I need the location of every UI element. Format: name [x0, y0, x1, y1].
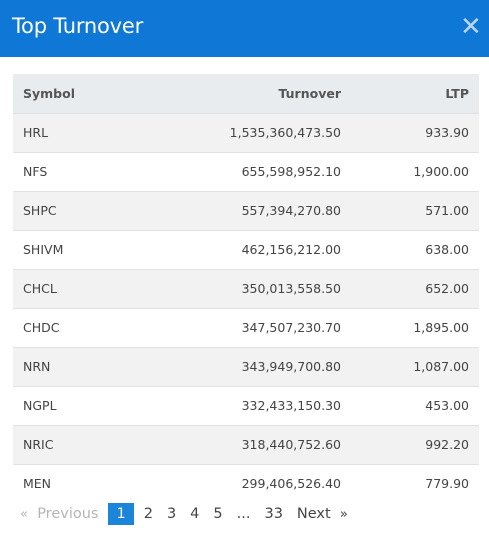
page-button-2[interactable]: 2 — [143, 506, 153, 522]
cell-turnover: 318,440,752.60 — [163, 424, 353, 464]
table-row: CHCL 350,013,558.50 652.00 — [13, 268, 479, 308]
cell-symbol: NRN — [13, 346, 163, 386]
cell-symbol: NFS — [13, 151, 163, 191]
column-header-turnover[interactable]: Turnover — [278, 85, 342, 101]
cell-ltp: 571.00 — [353, 190, 479, 230]
table-row: NFS 655,598,952.10 1,900.00 — [13, 151, 479, 191]
cell-turnover: 655,598,952.10 — [163, 151, 353, 191]
next-label: Next — [296, 506, 331, 522]
cell-symbol: CHDC — [13, 307, 163, 347]
double-chevron-right-icon: » — [339, 507, 348, 522]
cell-ltp: 453.00 — [353, 385, 479, 425]
page-button-4[interactable]: 4 — [190, 506, 200, 522]
cell-symbol: CHCL — [13, 268, 163, 308]
column-header-symbol[interactable]: Symbol — [23, 85, 75, 101]
cell-ltp: 1,900.00 — [353, 151, 479, 191]
modal-header: Top Turnover ✕ — [0, 0, 489, 57]
double-chevron-left-icon: « — [20, 507, 28, 522]
previous-button[interactable]: « Previous — [13, 503, 105, 525]
table-row: SHPC 557,394,270.80 571.00 — [13, 190, 479, 230]
page-button-5[interactable]: 5 — [213, 506, 223, 522]
cell-ltp: 992.20 — [353, 424, 479, 464]
page-button-3[interactable]: 3 — [166, 506, 177, 522]
next-button[interactable]: Next » — [290, 503, 355, 525]
cell-ltp: 638.00 — [353, 229, 479, 269]
cell-symbol: NRIC — [13, 424, 163, 464]
cell-ltp: 779.90 — [353, 463, 479, 492]
cell-ltp: 933.90 — [353, 112, 479, 152]
cell-turnover: 557,394,270.80 — [163, 190, 353, 230]
turnover-table: Symbol Turnover LTP HRL 1,535,360,473.50… — [13, 74, 479, 492]
cell-symbol: SHIVM — [13, 229, 163, 269]
cell-ltp: 652.00 — [353, 268, 479, 308]
table-row: CHDC 347,507,230.70 1,895.00 — [13, 307, 479, 347]
table-row: NGPL 332,433,150.30 453.00 — [13, 385, 479, 425]
close-icon[interactable]: ✕ — [460, 12, 482, 42]
page-ellipsis: ... — [236, 506, 251, 522]
table-row: NRN 343,949,700.80 1,087.00 — [13, 346, 479, 386]
page-button-1[interactable]: 1 — [108, 503, 134, 525]
cell-turnover: 343,949,700.80 — [163, 346, 353, 386]
cell-symbol: NGPL — [13, 385, 163, 425]
column-header-ltp[interactable]: LTP — [445, 85, 469, 101]
table-row: MEN 299,406,526.40 779.90 — [13, 463, 479, 492]
cell-symbol: SHPC — [13, 190, 163, 230]
cell-turnover: 299,406,526.40 — [163, 463, 353, 492]
table-header: Symbol Turnover LTP — [13, 74, 479, 113]
table-row: HRL 1,535,360,473.50 933.90 — [13, 112, 479, 152]
cell-ltp: 1,895.00 — [353, 307, 479, 347]
cell-turnover: 1,535,360,473.50 — [163, 112, 353, 152]
cell-ltp: 1,087.00 — [353, 346, 479, 386]
cell-turnover: 347,507,230.70 — [163, 307, 353, 347]
page-button-last[interactable]: 33 — [264, 506, 283, 522]
cell-turnover: 350,013,558.50 — [163, 268, 353, 308]
pagination: « Previous 1 2 3 4 5 ... 33 Next » — [13, 503, 355, 525]
cell-symbol: MEN — [13, 463, 163, 492]
cell-turnover: 332,433,150.30 — [163, 385, 353, 425]
table-row: SHIVM 462,156,212.00 638.00 — [13, 229, 479, 269]
cell-symbol: HRL — [13, 112, 163, 152]
table-row: NRIC 318,440,752.60 992.20 — [13, 424, 479, 464]
modal-title: Top Turnover — [12, 14, 144, 38]
turnover-table-container: Symbol Turnover LTP HRL 1,535,360,473.50… — [13, 74, 479, 492]
previous-label: Previous — [37, 506, 99, 522]
cell-turnover: 462,156,212.00 — [163, 229, 353, 269]
